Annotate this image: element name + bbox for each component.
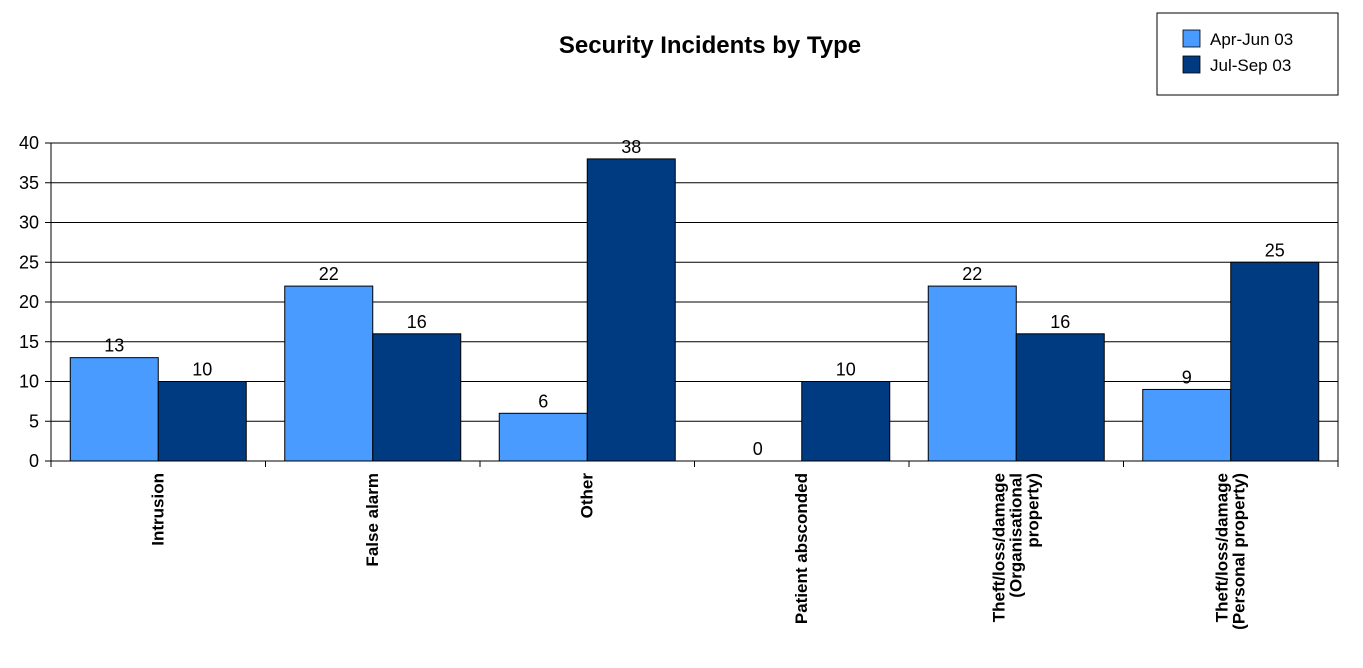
y-tick-label: 10 <box>19 372 39 392</box>
bar-series-2 <box>1015 333 1105 462</box>
legend-swatch-series-1 <box>1182 29 1201 48</box>
y-tick-label: 25 <box>19 252 39 272</box>
category-label: Patient absconded <box>792 473 811 624</box>
data-labels: 13 22 6 0 22 9 10 16 38 10 16 25 <box>104 137 1285 459</box>
bar-series-1 <box>1142 388 1232 462</box>
category-labels: Intrusion False alarm Other Patient abscond… <box>148 473 1248 630</box>
axes <box>50 142 1339 467</box>
data-label-series-1: 22 <box>319 264 339 284</box>
legend-label-series-2: Jul-Sep 03 <box>1210 56 1291 75</box>
data-label-series-1: 22 <box>962 264 982 284</box>
y-tick-label: 15 <box>19 332 39 352</box>
y-tick-label: 5 <box>29 411 39 431</box>
category-label-line: (Personal property) <box>1229 473 1248 630</box>
data-label-series-2: 10 <box>192 360 212 380</box>
legend-label-series-1: Apr-Jun 03 <box>1210 30 1293 49</box>
bars <box>69 158 1320 462</box>
legend-box <box>1156 12 1339 96</box>
category-label: False alarm <box>363 473 382 567</box>
category-label-line: (Organisational <box>1006 473 1025 598</box>
legend-swatch-series-2 <box>1182 55 1201 74</box>
category-label-line: Theft/loss/damage <box>1212 473 1231 622</box>
category-label: Intrusion <box>148 473 167 546</box>
data-label-series-2: 38 <box>621 137 641 157</box>
data-label-series-1: 0 <box>753 439 763 459</box>
y-tick-label: 30 <box>19 213 39 233</box>
y-tick-label: 35 <box>19 173 39 193</box>
bar-series-1 <box>284 285 374 462</box>
data-label-series-2: 16 <box>407 312 427 332</box>
data-label-series-2: 25 <box>1265 240 1285 260</box>
bar-series-1 <box>69 357 159 462</box>
bar-series-1 <box>498 412 588 462</box>
category-label: Theft/loss/damage(Personal property) <box>1212 473 1248 630</box>
chart-title: Security Incidents by Type <box>559 32 861 59</box>
data-label-series-1: 13 <box>104 336 124 356</box>
category-label-line: property) <box>1023 473 1042 548</box>
y-tick-label: 20 <box>19 292 39 312</box>
y-axis-tick-labels: 0 5 10 15 20 25 30 35 40 <box>19 133 39 471</box>
category-label: Theft/loss/damage(Organisationalproperty… <box>989 473 1042 622</box>
bar-series-2 <box>1230 261 1320 462</box>
bar-series-2 <box>157 381 247 462</box>
y-tick-label: 0 <box>29 451 39 471</box>
data-label-series-2: 16 <box>1050 312 1070 332</box>
data-label-series-1: 6 <box>538 391 548 411</box>
category-label-line: Patient absconded <box>792 473 811 624</box>
category-label: Other <box>577 473 596 519</box>
legend: Apr-Jun 03 Jul-Sep 03 <box>1156 12 1339 96</box>
category-label-line: Intrusion <box>148 473 167 546</box>
data-label-series-1: 9 <box>1182 367 1192 387</box>
category-label-line: Theft/loss/damage <box>989 473 1008 622</box>
bar-series-2 <box>801 381 891 462</box>
category-label-line: Other <box>577 473 596 519</box>
y-tick-label: 40 <box>19 133 39 153</box>
bar-series-1 <box>927 285 1017 462</box>
category-label-line: False alarm <box>363 473 382 567</box>
data-label-series-2: 10 <box>836 360 856 380</box>
bar-series-2 <box>372 333 462 462</box>
bar-series-2 <box>586 158 676 462</box>
